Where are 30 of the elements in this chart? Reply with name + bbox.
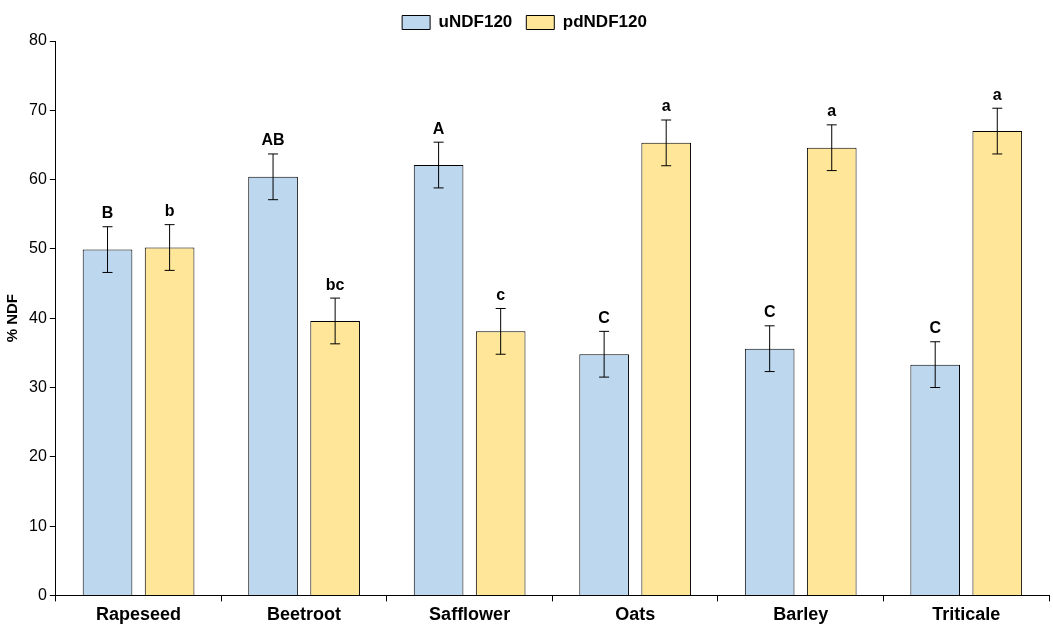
data-label: C: [929, 319, 942, 337]
data-label: a: [827, 102, 837, 120]
x-tick-label: Beetroot: [267, 604, 342, 625]
legend-label: pdNDF120: [562, 12, 647, 32]
legend-label: uNDF120: [438, 12, 513, 32]
y-tick-label: 30: [29, 377, 47, 395]
x-tick-label: Triticale: [932, 604, 1001, 625]
y-tick-label: 40: [29, 308, 47, 326]
x-tick-label: Oats: [615, 604, 656, 625]
data-label: C: [763, 303, 776, 321]
y-tick-label: 0: [37, 585, 47, 603]
y-axis-title: % NDF: [3, 294, 21, 343]
data-label: C: [598, 308, 611, 326]
data-label: a: [992, 85, 1002, 103]
data-label: A: [432, 119, 445, 137]
y-tick-label: 80: [29, 31, 47, 49]
data-label: bc: [325, 275, 345, 293]
x-tick-label: Rapeseed: [96, 604, 182, 625]
y-tick-label: 20: [29, 447, 47, 465]
y-tick-label: 60: [29, 170, 47, 188]
x-tick-label: Safflower: [429, 604, 511, 625]
x-tick-label: Barley: [773, 604, 829, 625]
data-label: b: [164, 202, 175, 220]
data-label: B: [101, 204, 114, 222]
y-tick-label: 50: [29, 239, 47, 257]
y-tick-label: 70: [29, 100, 47, 118]
data-label: c: [496, 285, 506, 303]
data-label: a: [661, 97, 671, 115]
y-tick-label: 10: [29, 516, 47, 534]
data-label: AB: [261, 131, 285, 149]
